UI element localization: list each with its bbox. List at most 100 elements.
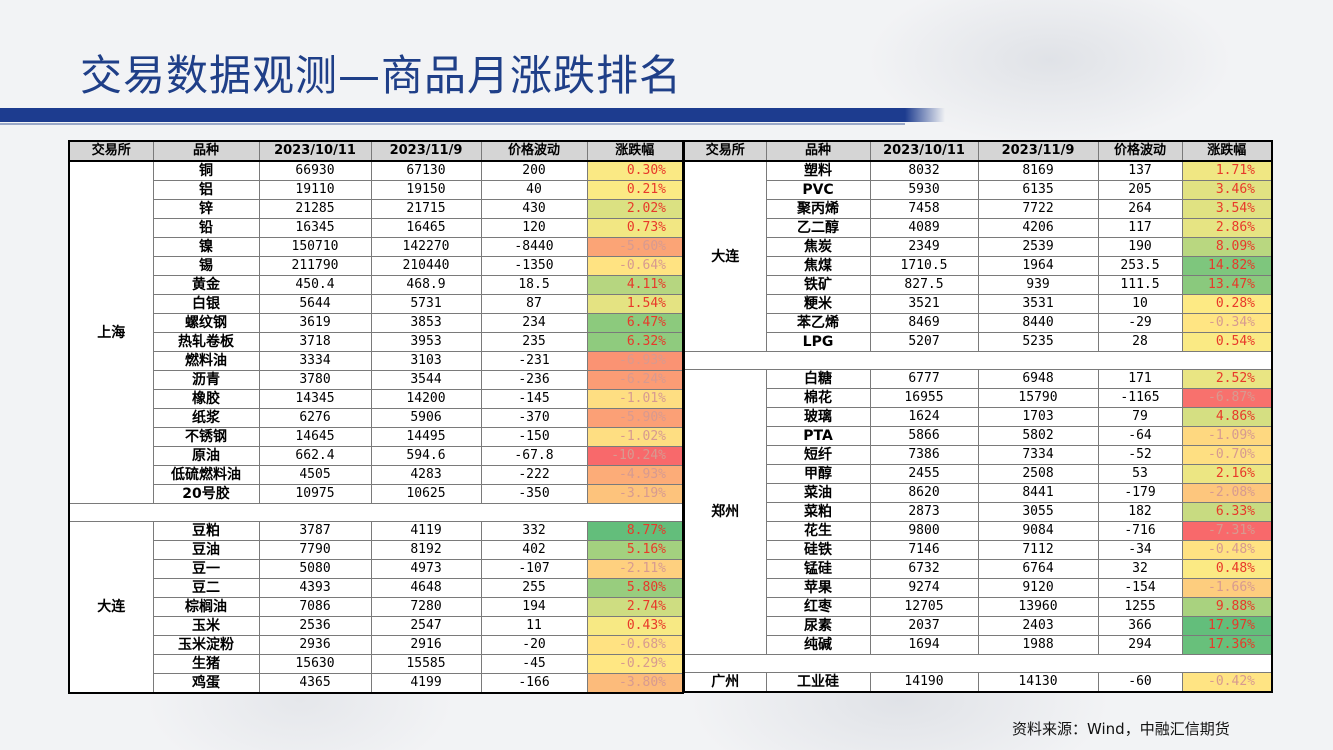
- pct-change-cell: -0.48%: [1181, 540, 1273, 560]
- pct-change-cell: 1.71%: [1181, 160, 1273, 181]
- variety-cell: 白糖: [765, 369, 871, 389]
- pct-change-cell: -1.09%: [1181, 426, 1273, 446]
- price-oct-cell: 6276: [258, 408, 372, 428]
- separator-cell: [68, 503, 684, 522]
- variety-cell: 白银: [152, 294, 260, 314]
- price-change-cell: -150: [480, 427, 588, 447]
- price-nov-cell: 14495: [370, 427, 482, 447]
- pct-change-cell: 0.73%: [586, 218, 684, 238]
- variety-cell: 硅铁: [765, 540, 871, 560]
- price-oct-cell: 2873: [869, 502, 979, 522]
- price-nov-cell: 7334: [977, 445, 1099, 465]
- price-change-cell: 264: [1097, 199, 1183, 219]
- price-nov-cell: 16465: [370, 218, 482, 238]
- header-date-end: 2023/11/9: [370, 140, 482, 162]
- price-change-cell: 402: [480, 540, 588, 560]
- table-row: 尿素 2037 2403 366 17.97%: [684, 616, 1273, 636]
- price-oct-cell: 21285: [258, 199, 372, 219]
- table-row: 粳米 3521 3531 10 0.28%: [684, 294, 1273, 314]
- price-change-cell: 137: [1097, 160, 1183, 181]
- table-row: 螺纹钢 3619 3853 234 6.47%: [69, 313, 684, 333]
- price-oct-cell: 15630: [258, 654, 372, 674]
- pct-change-cell: 9.88%: [1181, 597, 1273, 617]
- price-change-cell: -222: [480, 465, 588, 485]
- pct-change-cell: 4.11%: [586, 275, 684, 295]
- pct-change-cell: -6.93%: [586, 351, 684, 371]
- header-exchange: 交易所: [68, 140, 154, 162]
- price-change-cell: 205: [1097, 180, 1183, 200]
- exchange-cell: 上海: [68, 160, 154, 504]
- header-price-change: 价格波动: [480, 140, 588, 162]
- exchange-cell: 大连: [68, 521, 154, 694]
- price-nov-cell: 939: [977, 275, 1099, 295]
- price-nov-cell: 1988: [977, 635, 1099, 655]
- price-change-cell: 332: [480, 521, 588, 541]
- price-oct-cell: 3780: [258, 370, 372, 390]
- left-ranking-table: 交易所 品种 2023/10/11 2023/11/9 价格波动 涨跌幅 上海铜…: [68, 140, 684, 694]
- price-nov-cell: 67130: [370, 160, 482, 181]
- price-nov-cell: 6135: [977, 180, 1099, 200]
- price-oct-cell: 16955: [869, 388, 979, 408]
- variety-cell: 玻璃: [765, 407, 871, 427]
- variety-cell: 燃料油: [152, 351, 260, 371]
- price-oct-cell: 9274: [869, 578, 979, 598]
- pct-change-cell: -0.64%: [586, 256, 684, 276]
- header-pct-change: 涨跌幅: [586, 140, 684, 162]
- price-change-cell: 171: [1097, 369, 1183, 389]
- title-underline-thin: [0, 123, 905, 125]
- variety-cell: 原油: [152, 446, 260, 466]
- table-row: 黄金 450.4 468.9 18.5 4.11%: [69, 275, 684, 295]
- table-row: 聚丙烯 7458 7722 264 3.54%: [684, 199, 1273, 219]
- price-nov-cell: 8169: [977, 160, 1099, 181]
- table-row: 甲醇 2455 2508 53 2.16%: [684, 464, 1273, 484]
- pct-change-cell: 2.52%: [1181, 369, 1273, 389]
- price-oct-cell: 3718: [258, 332, 372, 352]
- price-nov-cell: 10625: [370, 484, 482, 504]
- price-oct-cell: 14190: [869, 672, 979, 693]
- price-change-cell: -52: [1097, 445, 1183, 465]
- header-date-end: 2023/11/9: [977, 140, 1099, 162]
- header-variety: 品种: [765, 140, 871, 162]
- pct-change-cell: 1.54%: [586, 294, 684, 314]
- price-oct-cell: 66930: [258, 160, 372, 181]
- variety-cell: 纯碱: [765, 635, 871, 655]
- price-oct-cell: 4089: [869, 218, 979, 238]
- pct-change-cell: 3.54%: [1181, 199, 1273, 219]
- price-nov-cell: 3853: [370, 313, 482, 333]
- price-nov-cell: 1703: [977, 407, 1099, 427]
- table-row: 纸浆 6276 5906 -370 -5.90%: [69, 408, 684, 428]
- price-oct-cell: 3521: [869, 294, 979, 314]
- price-oct-cell: 10975: [258, 484, 372, 504]
- price-change-cell: 253.5: [1097, 256, 1183, 276]
- exchange-cell: 广州: [683, 672, 767, 693]
- price-change-cell: 120: [480, 218, 588, 238]
- price-oct-cell: 827.5: [869, 275, 979, 295]
- title-underline-band: [0, 108, 905, 122]
- pct-change-cell: 8.77%: [586, 521, 684, 541]
- pct-change-cell: 0.21%: [586, 180, 684, 200]
- price-oct-cell: 3334: [258, 351, 372, 371]
- price-nov-cell: 8440: [977, 313, 1099, 333]
- exchange-cell: 郑州: [683, 369, 767, 655]
- price-oct-cell: 662.4: [258, 446, 372, 466]
- variety-cell: 焦煤: [765, 256, 871, 276]
- price-change-cell: 255: [480, 578, 588, 598]
- price-oct-cell: 12705: [869, 597, 979, 617]
- header-pct-change: 涨跌幅: [1181, 140, 1273, 162]
- variety-cell: PTA: [765, 426, 871, 446]
- pct-change-cell: 3.46%: [1181, 180, 1273, 200]
- variety-cell: 乙二醇: [765, 218, 871, 238]
- variety-cell: 粳米: [765, 294, 871, 314]
- table-row: LPG 5207 5235 28 0.54%: [684, 332, 1273, 352]
- pct-change-cell: -0.42%: [1181, 672, 1273, 693]
- price-nov-cell: 13960: [977, 597, 1099, 617]
- table-row: 锡 211790 210440 -1350 -0.64%: [69, 256, 684, 276]
- table-row: 大连 塑料 8032 8169 137 1.71%: [683, 160, 1273, 352]
- variety-cell: 尿素: [765, 616, 871, 636]
- variety-cell: 棕榈油: [152, 597, 260, 617]
- price-oct-cell: 4505: [258, 465, 372, 485]
- pct-change-cell: 2.74%: [586, 597, 684, 617]
- table-header-row: 交易所 品种 2023/10/11 2023/11/9 价格波动 涨跌幅: [683, 140, 1273, 162]
- pct-change-cell: -3.80%: [586, 673, 684, 694]
- price-nov-cell: 2508: [977, 464, 1099, 484]
